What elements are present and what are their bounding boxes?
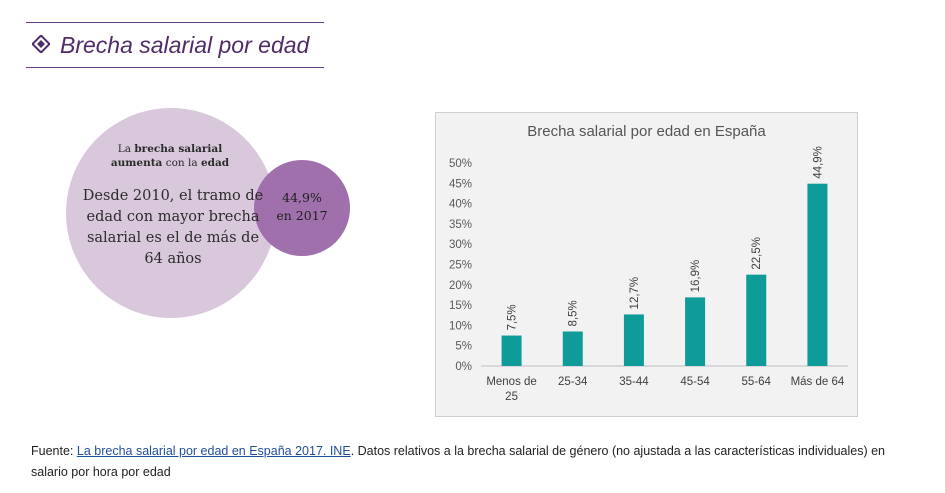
y-tick-label: 30%: [449, 239, 472, 251]
x-tick-label: 35-44: [619, 376, 649, 388]
section-header: Brecha salarial por edad: [26, 22, 324, 68]
x-tick-label: 55-64: [742, 376, 772, 388]
source-prefix: Fuente:: [31, 444, 77, 458]
y-tick-label: 50%: [449, 158, 472, 170]
diamond-icon: [32, 35, 50, 53]
y-tick-label: 35%: [449, 219, 472, 231]
data-label: 7,5%: [507, 304, 519, 330]
y-tick-label: 15%: [449, 300, 472, 312]
y-tick-label: 0%: [455, 361, 472, 373]
bar: [807, 183, 828, 366]
bar: [685, 297, 706, 366]
x-tick-label: Más de 64: [791, 376, 845, 388]
bar: [746, 274, 767, 366]
y-tick-label: 25%: [449, 260, 472, 272]
section-title: Brecha salarial por edad: [60, 32, 310, 58]
bar-chart: 0% 5% 10% 15% 20% 25% 30% 35% 40% 45% 50% 7,5% Menos…: [449, 146, 848, 403]
y-tick-label: 5%: [455, 341, 472, 353]
bar: [623, 314, 644, 366]
chart-title: Brecha salarial por edad en España: [527, 123, 766, 140]
data-label: 22,5%: [751, 237, 763, 270]
data-label: 16,9%: [690, 260, 702, 293]
data-label: 44,9%: [812, 146, 824, 179]
stat-value: 44,9%: [282, 190, 322, 205]
y-tick-label: 20%: [449, 280, 472, 292]
bubble-text: Desde 2010, el tramo de edad con mayor b…: [82, 188, 264, 267]
x-tick-label: 25-34: [558, 376, 588, 388]
y-tick-label: 40%: [449, 199, 472, 211]
source-suffix: . Datos relativos a la brecha salarial d…: [31, 444, 886, 479]
stat-label: en 2017: [276, 208, 328, 223]
chart-panel: Brecha salarial por edad en España 0% 5% 1…: [435, 112, 858, 417]
data-label: 12,7%: [629, 277, 641, 310]
y-tick-label: 45%: [449, 178, 472, 190]
stat-bubble: [254, 160, 350, 256]
bubble-stat: 44,9% en 2017: [254, 189, 350, 225]
source-link[interactable]: La brecha salarial por edad en España 20…: [76, 444, 351, 458]
x-tick-label: 25: [505, 391, 518, 403]
data-label: 8,5%: [568, 300, 580, 326]
x-tick-label: 45-54: [680, 376, 710, 388]
bar: [501, 335, 522, 366]
source-note: Fuente: La brecha salarial por edad en E…: [31, 441, 921, 483]
bar: [562, 331, 583, 366]
bubble-heading: La brecha salarial aumenta con la edad: [110, 143, 230, 169]
y-tick-label: 10%: [449, 320, 472, 332]
highlight-bubble: [66, 108, 276, 318]
x-tick-label: Menos de: [486, 376, 537, 388]
